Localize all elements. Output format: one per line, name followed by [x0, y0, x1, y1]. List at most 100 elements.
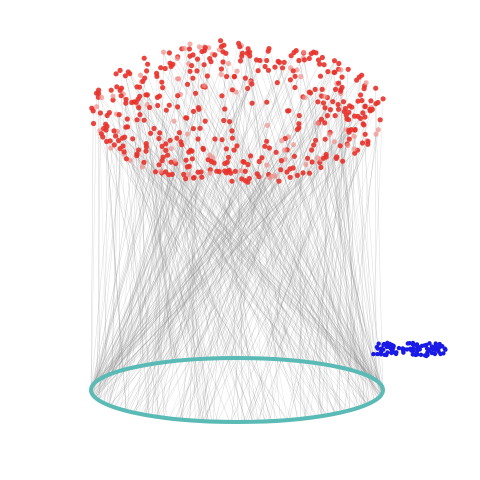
edge	[298, 60, 383, 395]
edge	[118, 114, 121, 371]
edge	[98, 83, 253, 401]
edge	[93, 123, 179, 361]
side-cluster-node	[378, 352, 384, 357]
edge	[222, 61, 384, 391]
top-node	[205, 157, 211, 163]
edge	[280, 169, 378, 399]
side-cluster-node	[405, 341, 410, 346]
edge	[154, 73, 157, 417]
edge	[277, 61, 384, 392]
top-node	[167, 137, 173, 143]
top-node	[375, 99, 381, 106]
top-node	[239, 50, 245, 56]
edge	[146, 70, 258, 422]
top-node	[191, 175, 197, 181]
edge	[171, 174, 254, 422]
top-node	[242, 178, 248, 184]
edge	[256, 59, 379, 398]
top-node	[327, 107, 333, 113]
top-node	[317, 73, 324, 79]
side-cluster-node	[396, 345, 402, 351]
edge	[144, 50, 297, 415]
edge	[95, 50, 297, 382]
top-node	[373, 85, 379, 91]
edge	[217, 106, 366, 422]
edge	[123, 161, 245, 411]
edge	[145, 94, 240, 423]
edge	[152, 139, 223, 364]
top-node	[363, 80, 369, 86]
top-node	[352, 127, 358, 133]
top-node	[221, 117, 227, 124]
top-node	[141, 55, 147, 61]
top-node	[367, 108, 373, 114]
edge	[206, 76, 360, 359]
top-node	[143, 148, 149, 154]
edge	[133, 155, 251, 413]
top-nodes-layer	[89, 38, 386, 185]
top-node	[324, 113, 330, 119]
top-node	[291, 153, 298, 159]
edge	[340, 93, 358, 372]
top-node	[186, 46, 192, 52]
edge	[320, 159, 383, 387]
top-node	[291, 142, 297, 148]
top-node	[301, 57, 307, 63]
edge	[101, 174, 184, 378]
edge	[125, 75, 381, 384]
top-node	[326, 131, 332, 137]
edge	[274, 144, 369, 360]
top-node	[331, 139, 337, 145]
edge	[156, 55, 251, 417]
edge	[161, 146, 325, 365]
top-node	[323, 151, 329, 158]
edge	[169, 110, 290, 419]
top-node	[117, 87, 123, 93]
top-node	[322, 105, 328, 111]
top-node	[219, 93, 225, 99]
edge	[250, 155, 306, 419]
top-node	[249, 100, 255, 106]
edge	[247, 48, 352, 411]
top-node	[184, 115, 190, 121]
top-node	[221, 42, 227, 48]
edge	[230, 129, 356, 423]
top-node	[377, 117, 383, 123]
edge	[96, 106, 325, 365]
edge	[92, 178, 186, 386]
edge	[90, 83, 253, 389]
edge	[93, 97, 328, 397]
top-node	[315, 57, 322, 63]
side-cluster-node	[429, 350, 435, 356]
top-node	[115, 138, 122, 144]
side-cluster-node	[417, 347, 422, 352]
edge	[176, 138, 207, 422]
top-node	[309, 147, 315, 153]
top-node	[110, 93, 116, 99]
edge	[193, 71, 329, 421]
edge	[180, 103, 253, 420]
top-node	[163, 107, 169, 113]
edge	[103, 128, 381, 384]
edge	[123, 67, 291, 411]
edge	[113, 130, 287, 421]
top-node	[281, 147, 287, 153]
top-node	[345, 142, 351, 149]
edge	[261, 157, 369, 405]
top-node	[231, 147, 237, 153]
top-node	[229, 128, 235, 134]
top-node	[90, 120, 97, 127]
top-node	[248, 153, 254, 159]
edge	[105, 171, 166, 405]
edge	[94, 163, 176, 383]
edge	[90, 159, 286, 391]
edge	[116, 114, 198, 360]
top-node	[160, 49, 167, 55]
top-node	[273, 149, 279, 155]
edge	[340, 89, 350, 411]
edge	[215, 175, 276, 422]
top-node	[340, 99, 347, 105]
top-node	[296, 113, 302, 119]
top-node	[302, 95, 308, 101]
top-node	[162, 65, 168, 72]
